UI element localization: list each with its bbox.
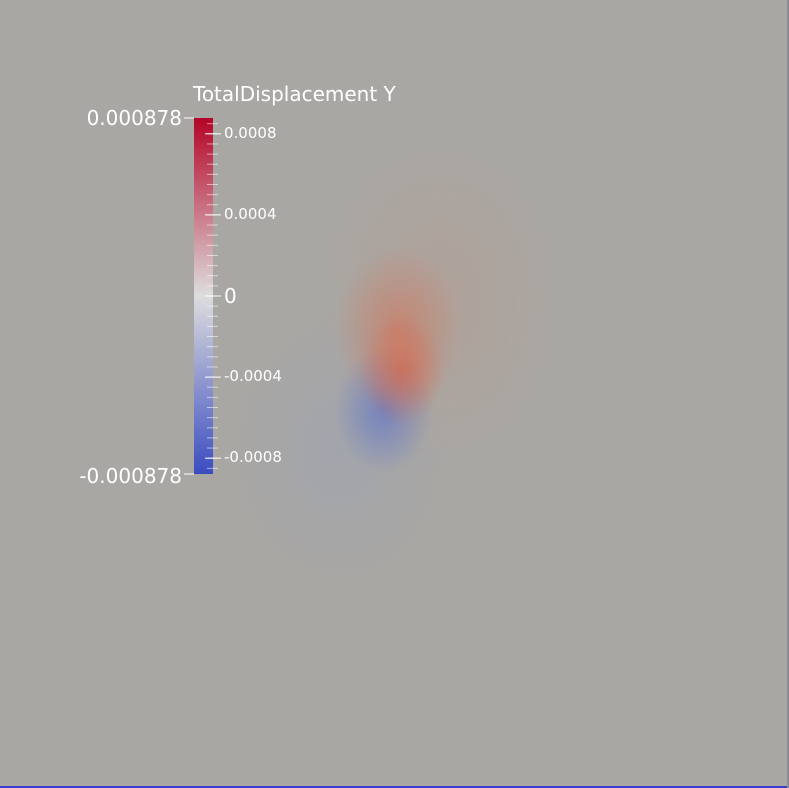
colorbar-tick-label: 0 bbox=[224, 284, 237, 308]
viewport-right-border bbox=[787, 0, 789, 788]
colorbar-title: TotalDisplacement Y bbox=[193, 82, 396, 106]
colorbar-gradient bbox=[194, 118, 213, 474]
colorbar bbox=[184, 117, 221, 475]
colorbar-tick-label: 0.0008 bbox=[224, 123, 277, 142]
viewport-bottom-border bbox=[0, 786, 789, 788]
colorbar-tick-label: -0.0004 bbox=[224, 367, 282, 386]
colorbar-max-label: 0.000878 bbox=[86, 106, 182, 130]
colorbar-min-label: -0.000878 bbox=[79, 464, 182, 488]
colorbar-tick-label: 0.0004 bbox=[224, 204, 277, 223]
colorbar-tick-label: -0.0008 bbox=[224, 448, 282, 467]
